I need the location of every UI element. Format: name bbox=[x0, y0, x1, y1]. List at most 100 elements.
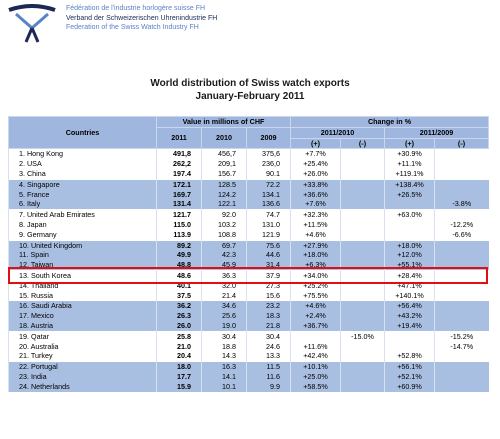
table-cell-2009: 31.4 bbox=[245, 260, 291, 271]
table-cell-change-minus bbox=[340, 260, 385, 271]
table-row: 11. Spain 49.9 42.3 44.6 +18.0% +12.0% bbox=[8, 250, 489, 261]
table-cell-2010: 25.6 bbox=[201, 311, 247, 321]
table-cell-change-minus bbox=[434, 148, 489, 160]
table-cell-2011: 15.9 bbox=[156, 381, 202, 392]
table-cell-country: 24. Netherlands bbox=[8, 381, 157, 392]
table-cell-2010: 18.8 bbox=[201, 341, 247, 352]
table-cell-change-plus: +43.2% bbox=[384, 311, 435, 321]
table-row: 4. Singapore 172.1 128.5 72.2 +33.8% +138.4% bbox=[8, 178, 489, 190]
table-cell-2010: 45.9 bbox=[201, 260, 247, 271]
table-cell-2009: 131.0 bbox=[245, 219, 291, 230]
table-cell-2009: 15.6 bbox=[245, 290, 291, 301]
table-cell-change-plus: +138.4% bbox=[384, 178, 435, 190]
table-cell-2010: 69.7 bbox=[201, 239, 247, 251]
table-cell-change-minus bbox=[434, 260, 489, 271]
table-cell-change-plus: +12.0% bbox=[384, 250, 435, 261]
table-cell-change-minus: -6.6% bbox=[434, 229, 489, 241]
table-cell-change-minus: -12.2% bbox=[434, 219, 489, 230]
table-cell-2009: 74.7 bbox=[245, 209, 291, 220]
col-2010: 2010 bbox=[201, 126, 247, 150]
table-cell-country: 10. United Kingdom bbox=[8, 239, 157, 251]
table-cell-2009: 27.3 bbox=[245, 280, 291, 291]
table-cell-change-minus bbox=[340, 148, 385, 160]
table-cell-2009: 11.6 bbox=[245, 371, 291, 382]
table-cell-change-plus: +18.0% bbox=[290, 250, 341, 261]
table-cell-2009: 9.9 bbox=[245, 381, 291, 392]
table-cell-change-minus bbox=[340, 219, 385, 230]
table-cell-2010: 14.1 bbox=[201, 371, 247, 382]
table-cell-change-minus bbox=[340, 300, 385, 312]
table-cell-change-minus bbox=[434, 371, 489, 382]
table-cell-change-minus bbox=[340, 290, 385, 301]
table-cell-2011: 113.9 bbox=[156, 229, 202, 241]
table-cell-country: 12. Taiwan bbox=[8, 260, 157, 271]
table-row: 8. Japan 115.0 103.2 131.0 +11.5% -12.2% bbox=[8, 219, 489, 230]
table-cell-2011: 36.2 bbox=[156, 300, 202, 312]
table-cell-2009: 134.1 bbox=[245, 189, 291, 200]
table-cell-country: 8. Japan bbox=[8, 219, 157, 230]
table-cell-2011: 197.4 bbox=[156, 168, 202, 180]
page-header: Fédération de l'industrie horlogère suis… bbox=[0, 0, 500, 60]
table-row: 23. India 17.7 14.1 11.6 +25.0% +52.1% bbox=[8, 371, 489, 382]
col-plus: (+) bbox=[384, 137, 436, 150]
table-cell-change-minus: -3.8% bbox=[434, 199, 489, 210]
table-cell-change-plus: +36.7% bbox=[290, 320, 341, 332]
col-period-2011-2010: 2011/2010 bbox=[290, 126, 386, 139]
table-cell-change-plus: +75.5% bbox=[290, 290, 341, 301]
table-cell-change-minus bbox=[434, 351, 489, 362]
table-cell-change-minus: -14.7% bbox=[434, 341, 489, 352]
table-cell-2011: 491,8 bbox=[156, 148, 202, 160]
table-cell-change-minus bbox=[340, 371, 385, 382]
table-cell-change-minus bbox=[340, 311, 385, 321]
table-cell-country: 18. Austria bbox=[8, 320, 157, 332]
col-minus: (-) bbox=[434, 137, 490, 150]
table-row: 15. Russia 37.5 21.4 15.6 +75.5% +140.1% bbox=[8, 290, 489, 301]
table-cell-2010: 21.4 bbox=[201, 290, 247, 301]
table-cell-change-minus bbox=[340, 280, 385, 291]
table-cell-change-plus: +11.1% bbox=[384, 159, 435, 169]
table-cell-change-minus bbox=[340, 209, 385, 220]
table-cell-change-minus bbox=[434, 361, 489, 372]
table-cell-change-plus: +119.1% bbox=[384, 168, 435, 180]
table-cell-change-minus bbox=[434, 280, 489, 291]
table-cell-2009: 37.9 bbox=[245, 269, 291, 281]
table-cell-2010: 10.1 bbox=[201, 381, 247, 392]
table-cell-change-plus: +11.5% bbox=[290, 219, 341, 230]
table-cell-2010: 34.6 bbox=[201, 300, 247, 312]
table-cell-2009: 13.3 bbox=[245, 351, 291, 362]
table-cell-country: 23. India bbox=[8, 371, 157, 382]
table-cell-change-minus bbox=[434, 320, 489, 332]
table-cell-change-minus bbox=[434, 178, 489, 190]
table-row: 7. United Arab Emirates 121.7 92.0 74.7 +32.… bbox=[8, 209, 489, 220]
table-cell-change-plus: +25.0% bbox=[290, 371, 341, 382]
table-cell-change-plus: +18.0% bbox=[384, 239, 435, 251]
table-cell-2011: 121.7 bbox=[156, 209, 202, 220]
table-cell-2010: 32.0 bbox=[201, 280, 247, 291]
table-cell-change-plus: +33.8% bbox=[290, 178, 341, 190]
table-cell-country: 15. Russia bbox=[8, 290, 157, 301]
table-cell-change-plus: +56.1% bbox=[384, 361, 435, 372]
table-cell-2010: 30.4 bbox=[201, 330, 247, 342]
table-cell-2011: 21.0 bbox=[156, 341, 202, 352]
table-cell-country: 16. Saudi Arabia bbox=[8, 300, 157, 312]
table-cell-2010: 456,7 bbox=[201, 148, 247, 160]
col-countries: Countries bbox=[8, 115, 157, 150]
table-row: 17. Mexico 26.3 25.6 18.3 +2.4% +43.2% bbox=[8, 311, 489, 321]
table-cell-change-minus bbox=[434, 209, 489, 220]
table-cell-change-minus bbox=[340, 189, 385, 200]
table-row: 16. Saudi Arabia 36.2 34.6 23.2 +4.6% +56.4% bbox=[8, 300, 489, 312]
table-cell-2010: 103.2 bbox=[201, 219, 247, 230]
table-cell-2010: 19.0 bbox=[201, 320, 247, 332]
table-cell-change-plus: +52.8% bbox=[384, 351, 435, 362]
table-row: 19. Qatar 25.8 30.4 30.4 -15.0% -15.2% bbox=[8, 330, 489, 342]
table-cell-change-plus: +6.3% bbox=[290, 260, 341, 271]
table-cell-change-minus bbox=[340, 199, 385, 210]
table-cell-change-plus: +34.0% bbox=[290, 269, 341, 281]
table-cell-change-minus: -15.0% bbox=[340, 330, 385, 342]
federation-name-en: Federation of the Swiss Watch Industry F… bbox=[66, 24, 199, 31]
table-row: 9. Germany 113.9 108.8 121.9 +4.6% -6.6% bbox=[8, 229, 489, 241]
table-cell-change-minus bbox=[340, 361, 385, 372]
table-cell-country: 9. Germany bbox=[8, 229, 157, 241]
table-row: 3. China 197.4 156.7 90.1 +26.0% +119.1% bbox=[8, 168, 489, 180]
table-cell-change-plus: +140.1% bbox=[384, 290, 435, 301]
